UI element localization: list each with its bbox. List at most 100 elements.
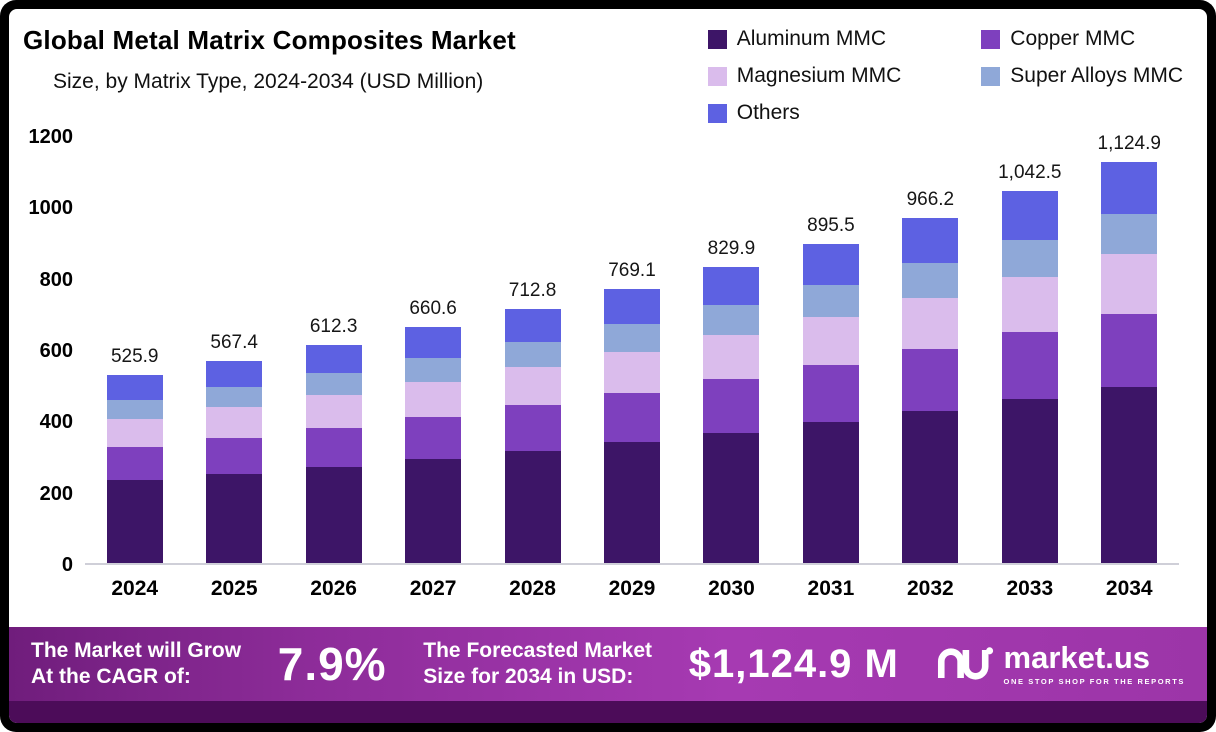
bar-segment-copper-mmc (1001, 332, 1058, 400)
bar-column: 567.4 2025 (184, 135, 283, 600)
legend-item: Others (707, 101, 902, 125)
bar-segment-magnesium-mmc (1001, 276, 1058, 333)
chart-title: Global Metal Matrix Composites Market (23, 25, 516, 55)
bar-segment-others (305, 344, 362, 374)
y-tick-label: 1200 (28, 126, 74, 148)
bar-segment-aluminum-mmc (206, 473, 263, 563)
brand-tagline: ONE STOP SHOP FOR THE REPORTS (1003, 677, 1185, 686)
y-tick-label: 800 (39, 268, 73, 291)
bar-total-label: 525.9 (110, 346, 159, 368)
bar-column: 660.6 2027 (383, 135, 482, 600)
bar-column: 1,042.5 2033 (980, 135, 1079, 600)
bar-segment-copper-mmc (504, 405, 561, 452)
x-axis-label: 2026 (310, 577, 357, 600)
bar-total-label: 660.6 (409, 298, 457, 320)
bar-segment-super-alloys-mmc (405, 358, 462, 382)
bar-segment-aluminum-mmc (1001, 399, 1058, 563)
bar-segment-aluminum-mmc (802, 422, 859, 563)
bar-segment-magnesium-mmc (603, 351, 660, 393)
bar-segment-others (1101, 161, 1158, 214)
bar-segment-others (504, 308, 561, 342)
legend-label: Super Alloys MMC (1010, 64, 1183, 87)
bar-segment-aluminum-mmc (1101, 386, 1158, 563)
bar-segment-copper-mmc (703, 379, 760, 433)
x-axis-label: 2034 (1105, 577, 1153, 600)
stacked-bar (504, 308, 561, 563)
x-axis-label: 2029 (608, 577, 656, 600)
stacked-bar (902, 218, 959, 563)
stacked-bar (802, 243, 859, 563)
bar-segment-magnesium-mmc (1101, 254, 1158, 315)
bar-column: 829.9 2030 (682, 135, 781, 600)
bar-segment-others (603, 288, 660, 325)
bar-segment-others (1001, 191, 1058, 240)
bar-segment-aluminum-mmc (305, 466, 362, 563)
cagr-value: 7.9% (277, 638, 387, 690)
bar-segment-super-alloys-mmc (106, 399, 163, 419)
bar-total-label: 567.4 (210, 331, 258, 353)
title-block: Global Metal Matrix Composites Market Si… (23, 25, 516, 94)
y-axis: 0 200 400 600 800 1000 1200 (21, 126, 85, 576)
y-tick-label: 200 (39, 482, 73, 505)
y-tick-label: 1000 (28, 197, 74, 220)
x-axis-label: 2030 (708, 577, 755, 600)
banner-text-line: The Market will Grow (31, 638, 242, 662)
bar-segment-copper-mmc (603, 392, 660, 443)
bar-segment-magnesium-mmc (703, 335, 760, 380)
bar-segment-aluminum-mmc (703, 432, 760, 563)
banner-text-line: Size for 2034 in USD: (423, 665, 634, 688)
stacked-bar (703, 267, 760, 563)
bar-total-label: 612.3 (309, 315, 358, 337)
stacked-bar (206, 360, 263, 563)
bar-segment-aluminum-mmc (603, 442, 660, 563)
stacked-bar (106, 375, 163, 563)
y-tick-label: 400 (39, 411, 73, 434)
brand-text: market.us ONE STOP SHOP FOR THE REPORTS (1004, 642, 1185, 686)
x-axis-label: 2028 (509, 577, 556, 600)
bar-segment-copper-mmc (106, 446, 163, 481)
bar-segment-others (902, 218, 959, 264)
bar-column: 966.2 2032 (881, 135, 980, 600)
x-axis-label: 2025 (210, 577, 258, 600)
bar-column: 1,124.9 2034 (1080, 132, 1179, 600)
cagr-banner: The Market will Grow At the CAGR of: 7.9… (9, 627, 1207, 701)
bar-segment-super-alloys-mmc (305, 373, 362, 395)
bar-segment-super-alloys-mmc (802, 285, 859, 318)
legend: Aluminum MMC Copper MMC Magnesium MMC Super… (707, 27, 1183, 125)
stacked-bar (1101, 161, 1158, 563)
bar-segment-copper-mmc (405, 416, 462, 460)
bar-column: 769.1 2029 (582, 135, 681, 600)
legend-label: Copper MMC (1010, 27, 1136, 50)
bar-segment-super-alloys-mmc (504, 341, 561, 368)
plot-area: 525.9 2024 567.4 2025 612.3 2026 660.6 2027 712.… (85, 132, 1179, 600)
bar-segment-magnesium-mmc (902, 297, 959, 350)
bar-segment-super-alloys-mmc (902, 263, 959, 298)
bar-segment-others (206, 360, 263, 387)
bar-total-label: 1,124.9 (1097, 132, 1161, 154)
bar-column: 895.5 2031 (781, 135, 880, 600)
legend-item: Copper MMC (981, 27, 1183, 51)
forecast-label: The Forecasted Market Size for 2034 in U… (423, 638, 652, 691)
stacked-bar (405, 327, 462, 563)
bar-total-label: 712.8 (508, 279, 557, 301)
legend-swatch (981, 29, 1001, 49)
chart-subtitle: Size, by Matrix Type, 2024-2034 (USD Mil… (53, 70, 484, 93)
x-axis-label: 2032 (906, 577, 954, 600)
bar-segment-others (802, 243, 859, 286)
bar-segment-copper-mmc (206, 437, 263, 474)
banner-text-line: At the CAGR of: (31, 665, 191, 688)
bar-segment-magnesium-mmc (305, 394, 362, 428)
stacked-bar (1001, 191, 1058, 563)
bar-total-label: 966.2 (906, 189, 955, 211)
chart-card: Global Metal Matrix Composites Market Si… (9, 9, 1207, 723)
bar-segment-copper-mmc (305, 427, 362, 467)
chart-area: 0 200 400 600 800 1000 1200 525.9 2024 567.4 2025… (9, 126, 1207, 627)
banner-text-line: The Forecasted Market (423, 638, 653, 662)
bar-total-label: 1,042.5 (998, 162, 1062, 184)
bar-segment-aluminum-mmc (106, 480, 163, 563)
legend-label: Magnesium MMC (736, 64, 902, 87)
bar-segment-magnesium-mmc (802, 317, 859, 365)
legend-swatch (707, 29, 727, 49)
x-axis-label: 2024 (111, 577, 159, 600)
bar-segment-aluminum-mmc (902, 411, 959, 563)
